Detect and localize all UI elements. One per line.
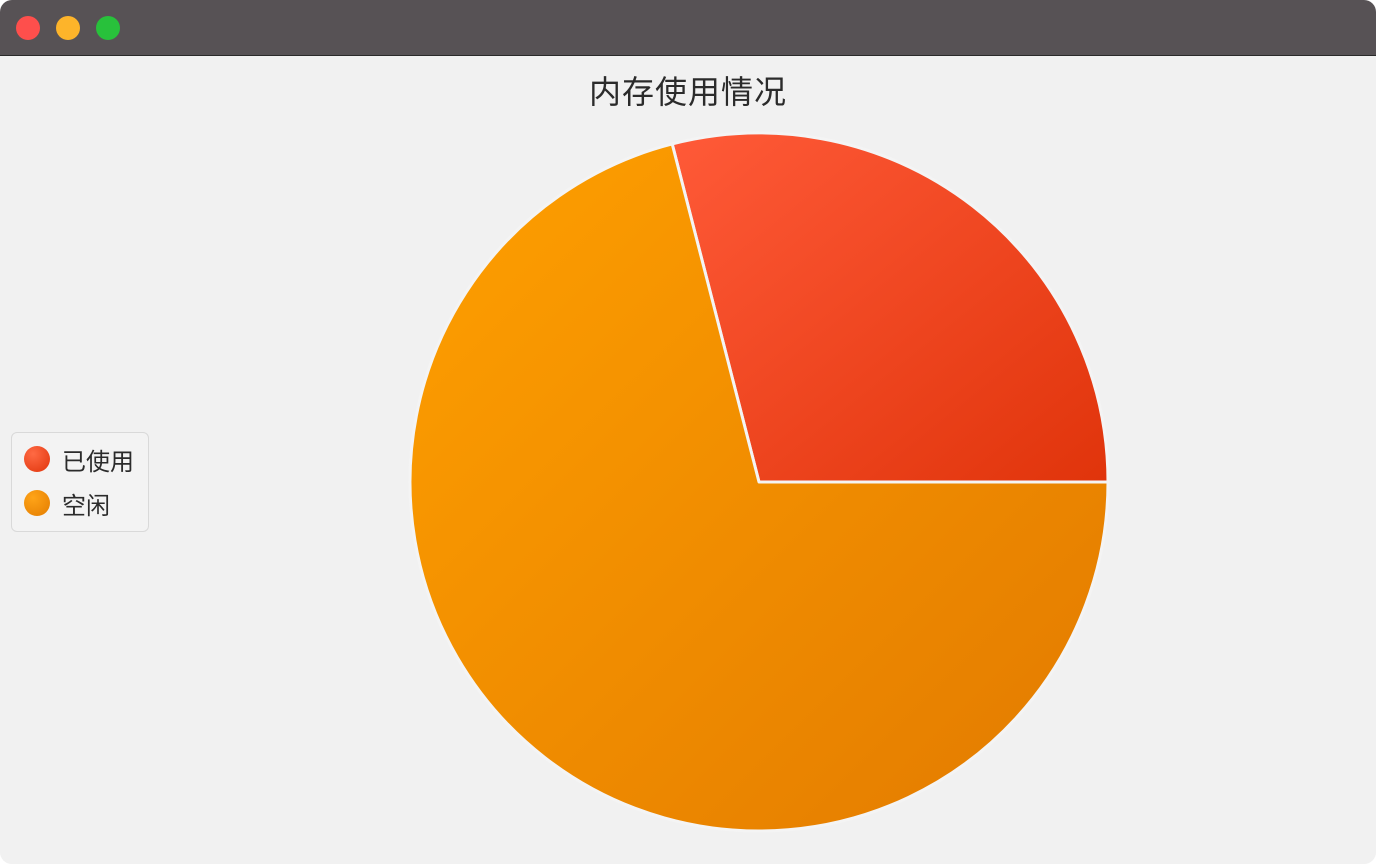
- pie-slice-used[interactable]: [670, 131, 1110, 484]
- minimize-button[interactable]: [56, 16, 80, 40]
- legend-item-free: 空闲: [24, 487, 110, 520]
- close-button[interactable]: [16, 16, 40, 40]
- legend-label-free: 空闲: [62, 491, 110, 520]
- chart-legend: 已使用 空闲: [11, 432, 149, 532]
- maximize-button[interactable]: [96, 16, 120, 40]
- legend-swatch-used: [24, 446, 50, 472]
- chart-area: 内存使用情况 已使用: [0, 57, 1376, 864]
- legend-label-used: 已使用: [62, 447, 134, 476]
- legend-swatch-free: [24, 490, 50, 516]
- pie-chart: [408, 131, 1110, 833]
- legend-item-used: 已使用: [24, 443, 134, 476]
- chart-title: 内存使用情况: [588, 73, 787, 111]
- title-bar[interactable]: [0, 0, 1376, 56]
- pie-slice-free[interactable]: [408, 142, 1110, 833]
